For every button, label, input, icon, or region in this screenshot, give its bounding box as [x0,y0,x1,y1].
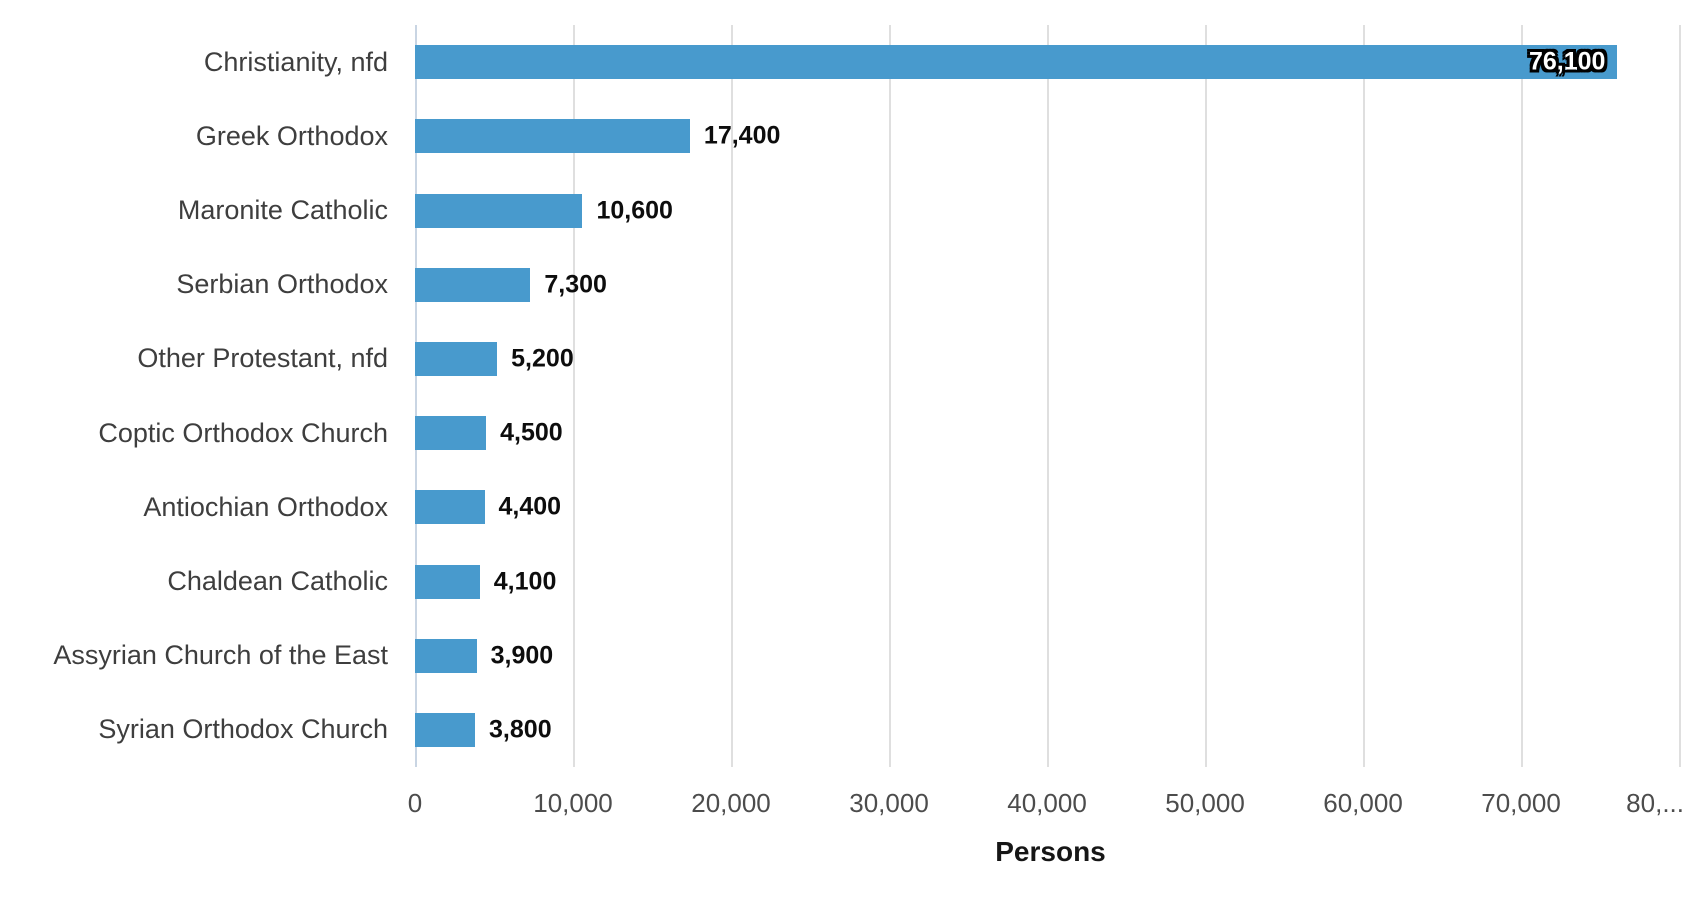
bar[interactable] [415,416,487,451]
category-label: Christianity, nfd [203,46,388,77]
x-tick-label: 50,000 [1165,788,1245,818]
gridline [889,25,892,767]
gridline [731,25,733,767]
bar[interactable] [415,564,480,599]
category-row: Maronite Catholic [0,173,388,247]
x-tick-label: 70,000 [1481,788,1561,818]
bar[interactable]: 76,100 [415,45,1618,80]
category-label: Maronite Catholic [177,195,388,225]
bar-row: 4,500 [415,396,1686,470]
category-label: Antiochian Orthodox [143,491,388,522]
category-row: Christianity, nfd [0,25,388,99]
bar-value-label: 76,100 [1528,47,1606,76]
bar-row: 76,100 [415,25,1686,99]
category-axis: Christianity, nfd Greek Orthodox Maronite … [0,25,388,767]
bar-value-label: 17,400 [703,121,781,150]
category-label: Syrian Orthodox Church [98,714,388,745]
gridline [573,25,575,767]
category-label: Coptic Orthodox Church [98,417,388,448]
x-tick-label: 40,000 [1007,788,1087,818]
gridline [1521,25,1524,767]
bar-value-label: 4,400 [498,492,562,521]
bar-rows: 76,100 17,400 10,600 7,300 5,200 4,500 4,400 4,… [415,25,1686,767]
gridline [1047,25,1050,767]
bar-value-label: 3,900 [490,641,554,670]
bar[interactable] [415,119,690,154]
x-tick-label: 20,000 [691,788,771,818]
category-row: Coptic Orthodox Church [0,396,388,470]
x-tick-label: 30,000 [849,788,929,818]
category-label: Serbian Orthodox [176,269,388,300]
bar-value-label: 5,200 [511,344,574,373]
bar[interactable] [415,712,476,747]
plot-area: 76,100 17,400 10,600 7,300 5,200 4,500 4,400 4,… [415,25,1686,767]
category-label: Greek Orthodox [195,120,388,151]
category-row: Serbian Orthodox [0,248,388,322]
bar[interactable] [415,193,583,228]
category-row: Other Protestant, nfd [0,322,388,396]
x-tick-label: 60,000 [1323,788,1403,818]
bar-row: 7,300 [415,248,1686,322]
gridline [1679,25,1682,767]
bar[interactable] [415,638,477,673]
bar[interactable] [415,267,531,302]
x-axis-ticks: 0 10,000 20,000 30,000 40,000 50,000 60,000 70,… [408,788,1686,828]
bar-value-label: 4,100 [493,567,557,596]
category-row: Greek Orthodox [0,99,388,173]
category-label: Assyrian Church of the East [53,640,388,671]
category-label: Other Protestant, nfd [137,343,388,374]
bar-value-label: 7,300 [544,270,607,299]
bar-value-label: 3,800 [489,715,552,744]
bar-value-label: 4,500 [500,418,563,447]
gridline [1363,25,1366,767]
bar-value-label: 10,600 [596,196,673,224]
category-row: Antiochian Orthodox [0,470,388,544]
bar-row: 3,900 [415,619,1686,693]
axis-zero-line [415,25,417,767]
bar[interactable] [415,490,485,525]
category-row: Assyrian Church of the East [0,619,388,693]
x-tick-label: 10,000 [533,788,613,818]
bar-row: 4,100 [415,544,1686,618]
x-axis-title: Persons [995,836,1106,867]
bar-row: 5,200 [415,322,1686,396]
bar-row: 4,400 [415,470,1686,544]
category-row: Chaldean Catholic [0,544,388,618]
category-label: Chaldean Catholic [167,566,388,597]
x-tick-label: 0 [407,788,423,818]
gridline [1205,25,1208,767]
category-row: Syrian Orthodox Church [0,693,388,767]
bar-row: 17,400 [415,99,1686,173]
bar-row: 10,600 [415,173,1686,247]
bar[interactable] [415,341,498,376]
bar-row: 3,800 [415,693,1686,767]
x-tick-label: 80,... [1626,788,1684,818]
